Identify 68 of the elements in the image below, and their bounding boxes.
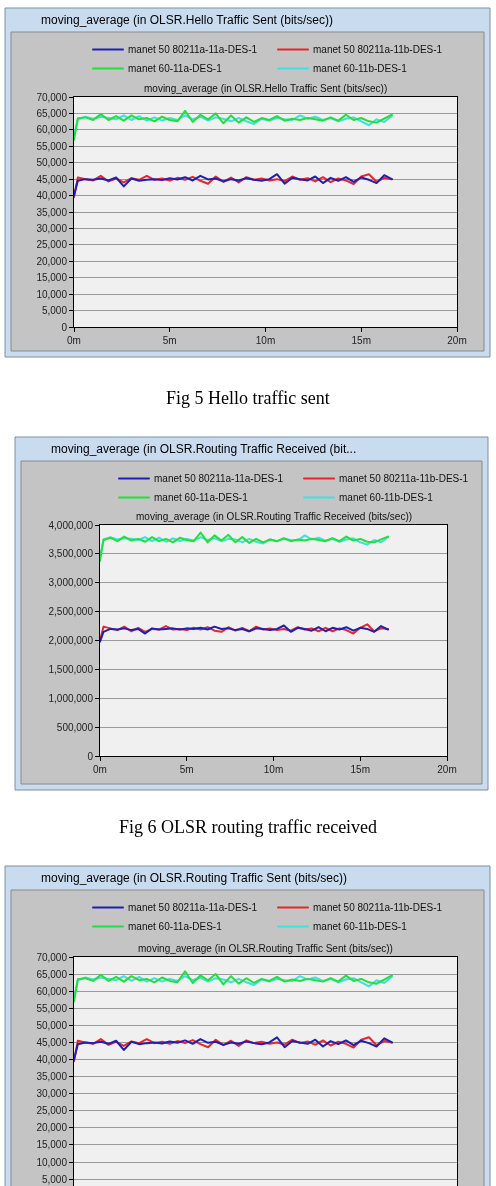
y-tick-label: 25,000	[36, 239, 68, 251]
y-tick-label: 50,000	[36, 157, 68, 169]
legend-label: manet 50 80211a-11b-DES-1	[313, 44, 443, 56]
legend-label: manet 60-11a-DES-1	[154, 492, 249, 504]
y-tick-label: 10,000	[36, 288, 68, 300]
y-tick-label: 500,000	[56, 721, 94, 733]
y-tick-label: 30,000	[36, 1088, 68, 1100]
legend-label: manet 50 80211a-11a-DES-1	[154, 473, 284, 485]
chart-subtitle: moving_average (in OLSR.Routing Traffic Sent (bits/sec))	[138, 943, 393, 954]
x-tick-label: 20m	[447, 335, 467, 346]
y-tick-label: 0	[87, 750, 94, 762]
y-tick-label: 40,000	[36, 190, 68, 202]
y-tick-label: 2,500,000	[48, 606, 94, 618]
chart-title: moving_average (in OLSR.Routing Traffic Received (bit...	[51, 442, 357, 456]
legend-label: manet 60-11b-DES-1	[339, 492, 434, 504]
legend-label: manet 60-11b-DES-1	[313, 63, 408, 75]
y-tick-label: 65,000	[36, 107, 68, 119]
chart-subtitle: moving_average (in OLSR.Hello Traffic Sent (bits/sec))	[144, 83, 388, 94]
x-tick-label: 15m	[351, 335, 371, 346]
y-tick-label: 3,500,000	[48, 548, 94, 560]
y-tick-label: 4,000,000	[48, 519, 94, 531]
legend-label: manet 60-11a-DES-1	[128, 921, 223, 933]
x-tick-label: 15m	[350, 764, 370, 775]
y-tick-label: 35,000	[36, 1071, 68, 1083]
x-tick-label: 10m	[255, 335, 276, 346]
y-tick-label: 35,000	[36, 206, 68, 218]
legend-label: manet 50 80211a-11b-DES-1	[313, 902, 443, 914]
y-tick-label: 60,000	[36, 124, 68, 136]
x-tick-label: 10m	[263, 764, 284, 775]
x-tick-label: 5m	[162, 335, 177, 346]
y-tick-label: 70,000	[36, 91, 68, 103]
y-tick-label: 55,000	[36, 140, 68, 152]
chart-title: moving_average (in OLSR.Routing Traffic Sent (bits/sec))	[41, 871, 347, 885]
x-tick-label: 5m	[179, 764, 194, 775]
y-tick-label: 15,000	[36, 1139, 68, 1151]
y-tick-label: 60,000	[36, 985, 68, 997]
y-tick-label: 45,000	[36, 1036, 68, 1048]
y-tick-label: 20,000	[36, 1122, 68, 1134]
caption: Fig 5 Hello traffic sent	[166, 388, 330, 408]
x-tick-label: 0m	[93, 764, 107, 775]
y-tick-label: 3,000,000	[48, 577, 94, 589]
y-tick-label: 30,000	[36, 222, 68, 234]
legend-label: manet 60-11b-DES-1	[313, 921, 408, 933]
y-tick-label: 10,000	[36, 1156, 68, 1168]
y-tick-label: 5,000	[41, 305, 68, 317]
chart-subtitle: moving_average (in OLSR.Routing Traffic Received (bits/sec))	[136, 511, 413, 522]
legend-label: manet 50 80211a-11b-DES-1	[339, 473, 469, 485]
x-tick-label: 0m	[67, 335, 81, 346]
legend-label: manet 50 80211a-11a-DES-1	[128, 902, 258, 914]
caption: Fig 6 OLSR routing traffic received	[119, 817, 378, 837]
y-tick-label: 2,000,000	[48, 635, 94, 646]
y-tick-label: 45,000	[36, 173, 68, 185]
x-tick-label: 20m	[437, 764, 457, 775]
legend-label: manet 60-11a-DES-1	[128, 63, 223, 75]
y-tick-label: 40,000	[36, 1054, 68, 1066]
chart-title: moving_average (in OLSR.Hello Traffic Sent (bits/sec))	[41, 13, 333, 27]
y-tick-label: 1,000,000	[48, 692, 94, 704]
y-tick-label: 0	[61, 321, 68, 333]
y-tick-label: 1,500,000	[48, 663, 94, 675]
y-tick-label: 20,000	[36, 255, 68, 267]
y-tick-label: 55,000	[36, 1002, 68, 1014]
y-tick-label: 70,000	[36, 951, 68, 963]
y-tick-label: 50,000	[36, 1019, 68, 1031]
y-tick-label: 25,000	[36, 1105, 68, 1117]
legend-label: manet 50 80211a-11a-DES-1	[128, 44, 258, 56]
y-tick-label: 65,000	[36, 968, 68, 980]
y-tick-label: 5,000	[41, 1173, 68, 1185]
y-tick-label: 15,000	[36, 272, 68, 284]
